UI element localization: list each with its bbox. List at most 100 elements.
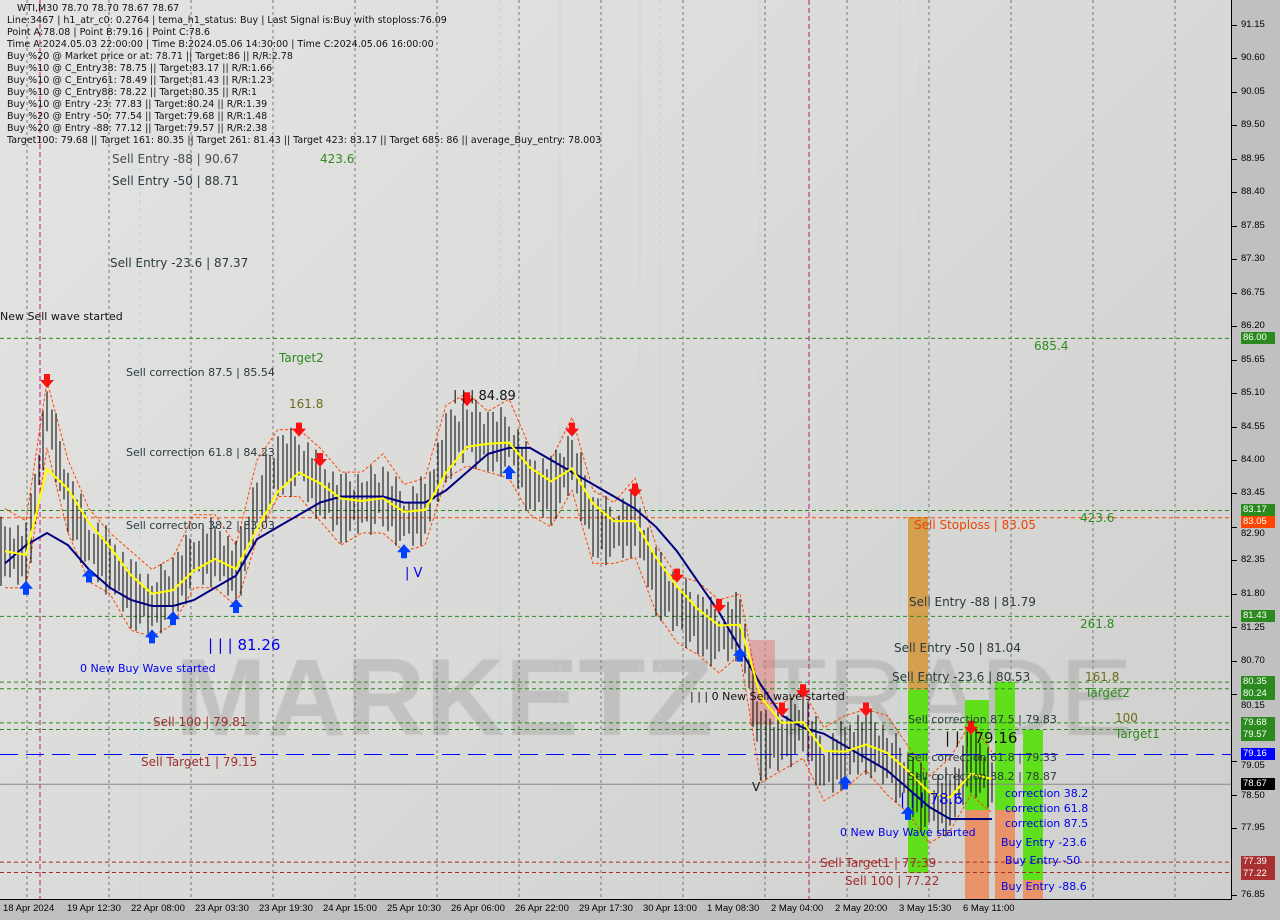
- price-tick-label: 84.00: [1241, 454, 1265, 465]
- time-tick-label: 6 May 11:00: [963, 903, 1015, 914]
- level-label: Sell Entry -23.6 | 87.37: [110, 256, 249, 270]
- level-label: Sell Entry -23.6 | 80.53: [892, 670, 1031, 684]
- price-tag: 86.00: [1241, 332, 1275, 345]
- info-line: Buy %20 @ Entry -88: 77.12 || Target:79.…: [7, 123, 268, 134]
- info-line: Time A:2024.05.03 22:00:00 | Time B:2024…: [7, 39, 434, 50]
- fast-signal-line: [4, 441, 993, 799]
- sell-arrow-icon: [40, 373, 54, 388]
- envelope-upper: [4, 380, 993, 778]
- sell-arrow-icon: [565, 422, 579, 437]
- price-tick-label: 88.40: [1241, 186, 1265, 198]
- price-tick: [1232, 326, 1237, 328]
- level-label: Sell Target1 | 77.39: [820, 856, 937, 870]
- info-line: Point A:78.08 | Point B:79.16 | Point C:…: [7, 27, 210, 38]
- price-tick-label: 86.20: [1241, 320, 1265, 332]
- price-tag: 80.24: [1241, 688, 1275, 701]
- target-label: Target2: [1085, 686, 1130, 700]
- price-tick-label: 78.50: [1241, 790, 1265, 802]
- buy-arrow-icon: [229, 598, 243, 613]
- correction-label: correction 87.5: [1005, 817, 1089, 830]
- sell-arrow-icon: [712, 599, 726, 614]
- price-tick: [1232, 694, 1237, 696]
- envelope-lower: [5, 447, 993, 844]
- price-tick: [1232, 526, 1237, 528]
- sell-arrow-icon: [628, 483, 642, 498]
- level-label: Sell correction 38.2 | 78.87: [908, 770, 1057, 783]
- price-tick-label: 82.35: [1241, 554, 1265, 566]
- level-label: Sell 100 | 77.22: [845, 874, 940, 888]
- price-tick: [1232, 359, 1237, 361]
- time-tick-label: 25 Apr 10:30: [387, 903, 441, 914]
- level-label: Sell Entry -50 | 88.71: [112, 174, 239, 188]
- fib-label: 423.6: [320, 152, 355, 166]
- price-tag: 83.05: [1241, 516, 1275, 529]
- price-tick-label: 77.95: [1241, 822, 1265, 834]
- price-tag: 79.68: [1241, 716, 1275, 729]
- sell-arrow-icon: [964, 720, 978, 735]
- time-tick-label: 26 Apr 06:00: [451, 903, 505, 914]
- price-tick-label: 87.30: [1241, 253, 1265, 265]
- price-tag: 78.67: [1241, 778, 1275, 791]
- fib-label: 423.6: [1080, 511, 1115, 525]
- buy-arrow-icon: [397, 544, 411, 559]
- target-label: Target2: [279, 351, 324, 365]
- time-tick-label: 2 May 04:00: [771, 903, 824, 914]
- wave-label: | | | 0 New Sell wave started: [690, 690, 845, 703]
- price-tick: [1232, 58, 1237, 60]
- price-tick: [1232, 393, 1237, 395]
- buy-entry-label: Buy Entry -50: [1005, 854, 1081, 867]
- price-tick: [1232, 158, 1237, 160]
- point-label: | | | 84.89: [453, 389, 516, 404]
- price-tick-label: 91.15: [1241, 19, 1265, 30]
- level-label: Sell correction 38.2 | 83.03: [126, 519, 275, 532]
- price-tick-label: 81.25: [1241, 622, 1265, 634]
- price-tick: [1232, 660, 1237, 662]
- price-tick: [1232, 125, 1237, 127]
- info-line: Buy %10 @ C_Entry38: 78.75 || Target:83.…: [7, 63, 273, 74]
- price-tick: [1232, 627, 1237, 629]
- price-tick: [1232, 426, 1237, 428]
- sell-arrow-icon: [796, 684, 810, 699]
- time-tick-label: 23 Apr 19:30: [259, 903, 313, 914]
- price-tag: 83.17: [1241, 504, 1275, 517]
- time-tick-label: 26 Apr 22:00: [515, 903, 569, 914]
- info-line: Line:3467 | h1_atr_c0: 0.2764 | tema_h1_…: [7, 15, 447, 26]
- price-tick: [1232, 560, 1237, 562]
- price-tick: [1232, 192, 1237, 194]
- price-tick-label: 79.05: [1241, 760, 1265, 772]
- price-tick-label: 80.15: [1241, 700, 1265, 712]
- price-tick: [1232, 259, 1237, 261]
- price-tag: 80.35: [1241, 676, 1275, 689]
- price-tick: [1232, 91, 1237, 93]
- price-tick: [1232, 25, 1237, 26]
- correction-label: correction 38.2: [1005, 787, 1089, 800]
- info-line: Buy %20 @ Entry -50: 77.54 || Target:79.…: [7, 111, 268, 122]
- price-tick-label: 83.45: [1241, 487, 1265, 499]
- sell-zone: [995, 810, 1015, 899]
- buy-arrow-icon: [145, 629, 159, 644]
- price-tag: 81.43: [1241, 610, 1275, 623]
- level-label: Sell Entry -88 | 81.79: [909, 595, 1036, 609]
- symbol-ohlc: WTI,M30 78.70 78.70 78.67 78.67: [17, 3, 180, 14]
- wave-label: 0 New Buy Wave started: [80, 662, 216, 675]
- sell-arrow-icon: [670, 568, 684, 583]
- buy-zone: [995, 682, 1015, 810]
- point-label: | | | 81.26: [208, 636, 281, 654]
- level-label: Sell correction 61.8 | 84.23: [126, 446, 275, 459]
- sell-arrow-icon: [775, 702, 789, 717]
- info-line: Buy %10 @ C_Entry61: 78.49 || Target:81.…: [7, 75, 273, 86]
- sell-arrow-icon: [313, 453, 327, 468]
- buy-entry-label: Buy Entry -23.6: [1001, 836, 1087, 849]
- time-tick-label: 30 Apr 13:00: [643, 903, 697, 914]
- chart-plot-area[interactable]: WTI,M30 78.70 78.70 78.67 78.67 Line:346…: [0, 0, 1232, 900]
- price-tick-label: 87.85: [1241, 219, 1265, 231]
- sell-zone: [1023, 880, 1043, 899]
- time-tick-label: 2 May 20:00: [835, 903, 888, 914]
- point-label: | | | 79.16: [945, 729, 1018, 747]
- buy-zone: [1023, 730, 1043, 880]
- fib-label: 161.8: [289, 397, 324, 411]
- fib-label: 685.4: [1034, 339, 1069, 353]
- price-tick-label: 90.05: [1241, 85, 1265, 97]
- price-tick: [1232, 225, 1237, 227]
- sell-arrow-icon: [292, 422, 306, 437]
